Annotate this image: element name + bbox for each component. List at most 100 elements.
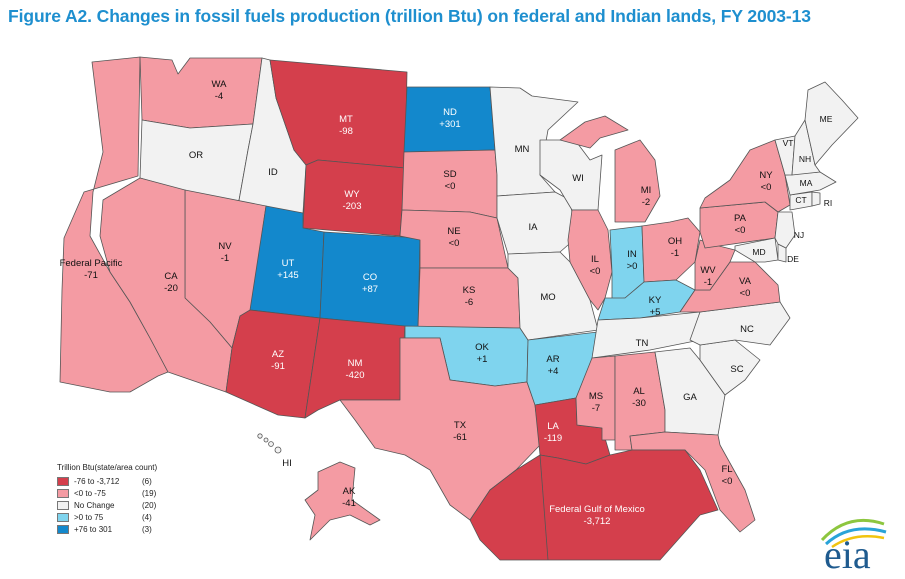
label-sd-name: SD [443, 169, 456, 180]
label-ca-name: CA [164, 271, 178, 282]
state-mi [614, 139, 661, 223]
eia-logo: eia [820, 518, 887, 570]
label-or-name: OR [189, 150, 203, 161]
label-id-name: ID [268, 167, 278, 178]
label-ri-name: RI [824, 198, 833, 208]
label-ks-name: KS [463, 285, 476, 296]
label-ut-value: +145 [277, 270, 298, 281]
label-ms-value: -7 [592, 403, 600, 414]
logo-text: eia [824, 532, 871, 570]
legend-title: Trillion Btu(state/area count) [57, 463, 158, 472]
label-mt-value: -98 [339, 126, 353, 137]
map-legend: Trillion Btu(state/area count) -76 to -3… [57, 463, 157, 535]
legend-item: <0 to -75 (19) [57, 487, 157, 499]
figure-title: Figure A2. Changes in fossil fuels produ… [8, 6, 811, 26]
label-va-name: VA [739, 276, 752, 287]
label-il-name: IL [591, 254, 599, 265]
logo-arc-blue [824, 527, 887, 546]
legend-swatch-light-blue [57, 512, 69, 522]
legend-count: (3) [142, 524, 152, 534]
logo-arc-yellow [831, 535, 885, 549]
label-hi-name: HI [282, 458, 292, 469]
legend-count: (6) [142, 476, 152, 486]
label-ny-value: <0 [761, 182, 772, 193]
label-nc-name: NC [740, 324, 754, 335]
label-ks-value: -6 [465, 297, 473, 308]
label-az-value: -91 [271, 361, 285, 372]
label-ne-name: NE [447, 226, 460, 237]
label-wv-name: WV [700, 265, 716, 276]
state-nj [774, 211, 796, 249]
label-ak-name: AK [343, 486, 356, 497]
label-wy-name: WY [344, 189, 360, 200]
label-mn-name: MN [515, 144, 530, 155]
label-ak-value: -41 [342, 498, 356, 509]
label-ma-name: MA [800, 178, 813, 188]
legend-range: <0 to -75 [74, 488, 106, 498]
legend-range: >0 to 75 [74, 512, 104, 522]
label-nv-name: NV [218, 241, 232, 252]
label-fl-value: <0 [722, 476, 733, 487]
label-ga-name: GA [683, 392, 697, 403]
state-ca [99, 177, 233, 393]
label-nd-value: +301 [439, 119, 460, 130]
legend-item: >0 to 75 (4) [57, 511, 157, 523]
legend-swatch-dark-red [57, 476, 69, 486]
state-ny [699, 139, 791, 213]
label-gom-value: -3,712 [584, 516, 611, 527]
label-az-name: AZ [272, 349, 284, 360]
state-me [804, 81, 859, 166]
state-hi [257, 433, 282, 454]
label-pa-value: <0 [735, 225, 746, 236]
label-nm-name: NM [348, 358, 363, 369]
legend-swatch-dark-blue [57, 524, 69, 534]
label-gom-name: Federal Gulf of Mexico [549, 504, 645, 515]
legend-item: +76 to 301 (3) [57, 523, 157, 535]
label-ar-name: AR [546, 354, 559, 365]
label-wv-value: -1 [704, 277, 712, 288]
legend-range: +76 to 301 [74, 524, 113, 534]
label-nm-value: -420 [345, 370, 364, 381]
label-oh-name: OH [668, 236, 682, 247]
label-ok-value: +1 [477, 354, 488, 365]
state-mi-upper [559, 115, 629, 149]
legend-item: No Change (20) [57, 499, 157, 511]
gom-divider [539, 454, 549, 561]
label-al-value: -30 [632, 398, 646, 409]
legend-count: (4) [142, 512, 152, 522]
state-nc [689, 301, 791, 346]
label-in-name: IN [627, 249, 637, 260]
state-ri [811, 191, 821, 207]
label-va-value: <0 [740, 288, 751, 299]
label-tx-name: TX [454, 420, 467, 431]
label-oh-value: -1 [671, 248, 679, 259]
label-il-value: <0 [590, 266, 601, 277]
state-ga [654, 347, 726, 436]
legend-count: (19) [142, 488, 157, 498]
state-wa [139, 56, 263, 129]
label-la-name: LA [547, 421, 559, 432]
label-mi-value: -2 [642, 197, 650, 208]
label-mi-name: MI [641, 185, 652, 196]
label-fedpac-name: Federal Pacific [60, 258, 123, 269]
label-nv-value: -1 [221, 253, 229, 264]
legend-range: No Change [74, 500, 115, 510]
label-sd-value: <0 [445, 181, 456, 192]
label-in-value: >0 [627, 261, 638, 272]
label-fl-name: FL [721, 464, 732, 475]
label-mt-name: MT [339, 114, 353, 125]
label-ca-value: -20 [164, 283, 178, 294]
legend-item: -76 to -3,712 (6) [57, 475, 157, 487]
label-tx-value: -61 [453, 432, 467, 443]
label-ny-name: NY [759, 170, 773, 181]
state-nh [791, 119, 821, 176]
label-ms-name: MS [589, 391, 603, 402]
label-ut-name: UT [282, 258, 295, 269]
state-wy [302, 159, 406, 237]
label-la-value: -119 [544, 433, 562, 444]
legend-swatch-pink [57, 488, 69, 498]
legend-range: -76 to -3,712 [74, 476, 120, 486]
legend-swatch-no-change [57, 500, 69, 510]
label-de-name: DE [787, 254, 799, 264]
